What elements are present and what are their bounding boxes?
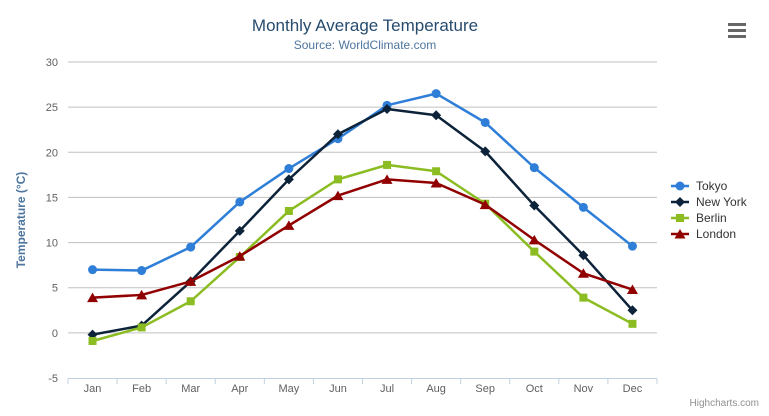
data-point-marker[interactable] <box>627 241 637 251</box>
x-axis-label: Jul <box>380 383 394 395</box>
data-point-marker[interactable] <box>234 251 246 261</box>
data-point-marker[interactable] <box>283 174 294 185</box>
x-axis-label: Mar <box>181 383 200 395</box>
data-point-marker[interactable] <box>284 206 293 215</box>
data-point-marker[interactable] <box>234 225 245 236</box>
y-axis-label: 30 <box>46 57 58 69</box>
chart-subtitle: Source: WorldClimate.com <box>293 38 437 52</box>
data-point-marker[interactable] <box>529 163 539 173</box>
data-point-marker[interactable] <box>383 160 392 169</box>
legend-label: London <box>696 227 737 241</box>
x-axis-label: Feb <box>132 383 151 395</box>
legend-item-tokyo[interactable]: Tokyo <box>671 178 747 194</box>
data-point-marker[interactable] <box>627 305 638 316</box>
circle-legend-marker-icon <box>671 181 689 191</box>
series-new-york <box>87 103 638 340</box>
data-point-marker[interactable] <box>136 289 148 300</box>
data-point-marker[interactable] <box>628 319 637 328</box>
data-point-marker[interactable] <box>332 129 343 140</box>
x-axis-label: Sep <box>475 383 495 395</box>
data-point-marker[interactable] <box>432 167 441 176</box>
x-axis-label: May <box>278 383 299 395</box>
legend-label: Berlin <box>696 211 727 225</box>
y-axis-label: 0 <box>52 328 58 340</box>
y-axis-label: 10 <box>46 238 58 250</box>
y-axis-label: 5 <box>52 283 58 295</box>
x-axis-label: Jan <box>84 383 102 395</box>
series-line <box>91 163 634 343</box>
legend-marker[interactable] <box>676 214 684 222</box>
series-line <box>91 107 634 336</box>
data-point-marker[interactable] <box>284 164 294 174</box>
series-line <box>91 178 634 299</box>
legend-marker[interactable] <box>674 229 686 239</box>
data-point-marker[interactable] <box>283 220 295 230</box>
legend-item-berlin[interactable]: Berlin <box>671 210 747 226</box>
legend: Tokyo New York Berlin London <box>671 178 747 242</box>
data-point-marker[interactable] <box>87 292 99 303</box>
data-point-marker[interactable] <box>579 293 588 302</box>
x-axis-label: Aug <box>426 383 446 395</box>
legend-item-london[interactable]: London <box>671 226 747 242</box>
triangle-legend-marker-icon <box>671 229 689 239</box>
x-axis-label: Nov <box>574 383 594 395</box>
data-point-marker[interactable] <box>382 103 393 114</box>
data-point-marker[interactable] <box>137 323 146 332</box>
credits-link[interactable]: Highcharts.com <box>689 398 759 409</box>
data-point-marker[interactable] <box>88 336 97 345</box>
series-london <box>87 174 638 303</box>
y-axis-label: 20 <box>46 147 58 159</box>
data-point-marker[interactable] <box>431 110 442 121</box>
square-legend-marker-icon <box>671 214 689 222</box>
data-point-marker[interactable] <box>480 117 490 127</box>
data-point-marker[interactable] <box>88 265 98 275</box>
data-point-marker[interactable] <box>577 268 589 278</box>
x-axis-label: Apr <box>231 383 248 395</box>
legend-marker[interactable] <box>675 197 685 207</box>
data-point-marker[interactable] <box>530 247 539 256</box>
data-point-marker[interactable] <box>333 175 342 184</box>
data-point-marker[interactable] <box>186 242 196 252</box>
series-tokyo <box>88 89 637 276</box>
legend-label: Tokyo <box>696 179 728 193</box>
series-line <box>91 92 634 272</box>
data-point-marker[interactable] <box>431 89 441 99</box>
x-axis-label: Oct <box>526 383 543 395</box>
data-point-marker[interactable] <box>332 190 344 201</box>
data-point-marker[interactable] <box>479 199 491 210</box>
legend-item-new-york[interactable]: New York <box>671 194 747 210</box>
data-point-marker[interactable] <box>480 146 491 157</box>
data-point-marker[interactable] <box>186 297 195 306</box>
y-axis-label: -5 <box>48 373 58 385</box>
data-point-marker[interactable] <box>381 174 393 184</box>
data-point-marker[interactable] <box>578 202 588 212</box>
legend-label: New York <box>696 195 747 209</box>
data-point-marker[interactable] <box>529 200 540 211</box>
data-point-marker[interactable] <box>137 266 147 276</box>
diamond-legend-marker-icon <box>671 197 689 207</box>
hamburger-icon <box>728 22 746 26</box>
data-point-marker[interactable] <box>528 234 540 245</box>
chart-title: Monthly Average Temperature <box>251 16 479 35</box>
data-point-marker[interactable] <box>235 197 245 207</box>
y-axis-title: Temperature (°C) <box>14 172 28 269</box>
x-axis-label: Jun <box>329 383 347 395</box>
data-point-marker[interactable] <box>430 177 442 188</box>
export-menu-button[interactable] <box>728 20 752 40</box>
legend-marker[interactable] <box>675 181 685 191</box>
data-point-marker[interactable] <box>578 250 589 261</box>
y-axis-label: 25 <box>46 102 58 114</box>
y-axis-label: 15 <box>46 192 58 204</box>
data-point-marker[interactable] <box>626 284 638 295</box>
x-axis-label: Dec <box>623 383 643 395</box>
data-point-marker[interactable] <box>185 276 197 286</box>
